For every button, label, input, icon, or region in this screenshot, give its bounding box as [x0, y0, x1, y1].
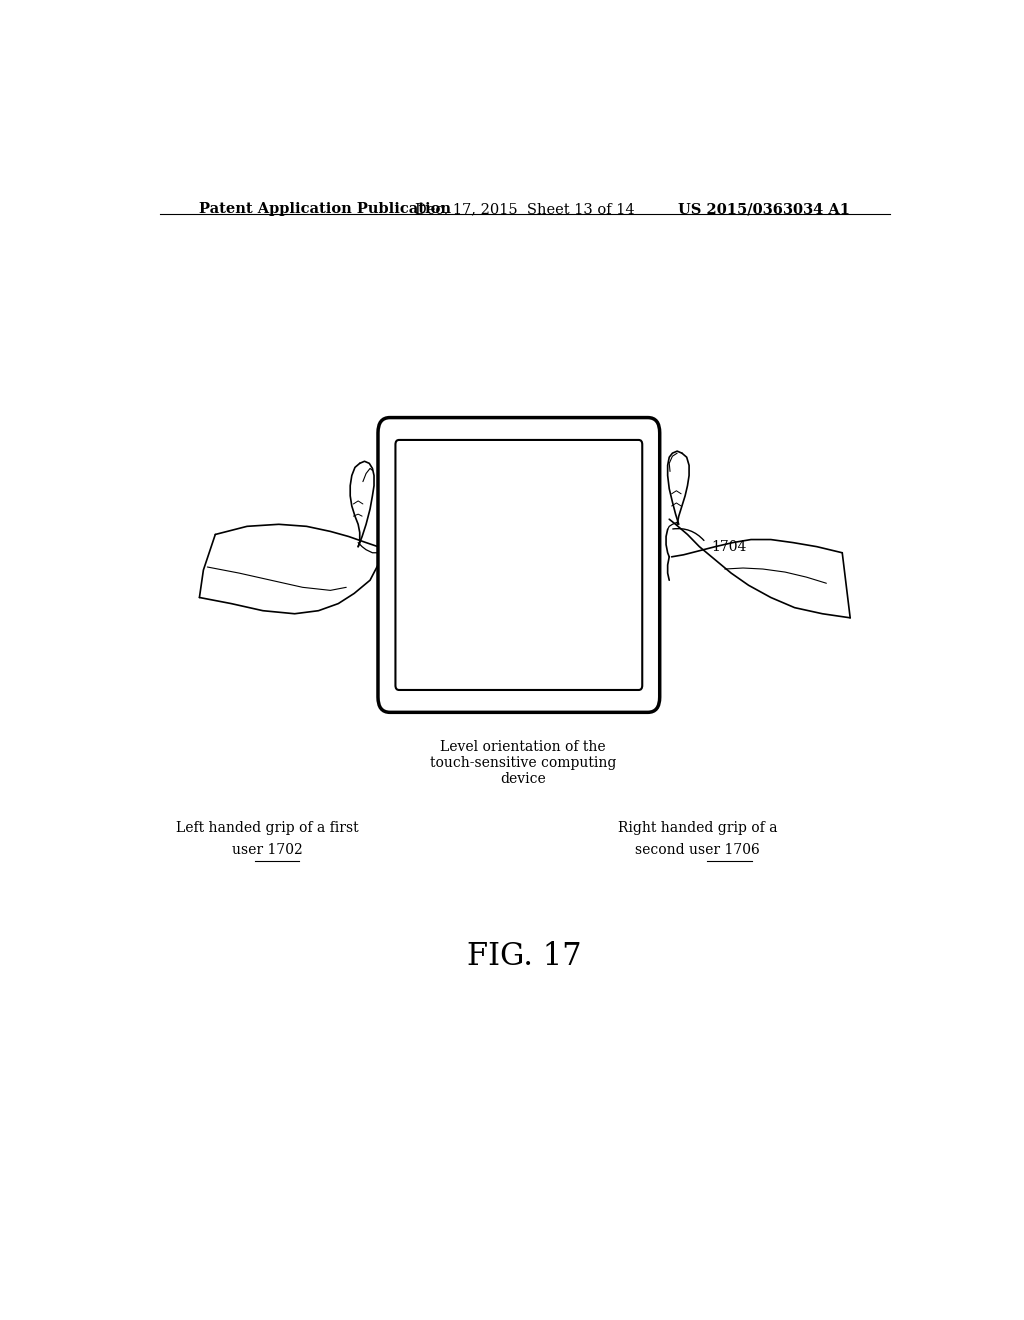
Text: second user 1706: second user 1706 [636, 843, 760, 858]
Text: FIG. 17: FIG. 17 [468, 941, 582, 972]
FancyBboxPatch shape [395, 440, 642, 690]
Text: Patent Application Publication: Patent Application Publication [200, 202, 452, 216]
Text: user 1702: user 1702 [231, 843, 302, 858]
FancyBboxPatch shape [378, 417, 659, 713]
Text: US 2015/0363034 A1: US 2015/0363034 A1 [678, 202, 850, 216]
Text: Level orientation of the
touch-sensitive computing
device: Level orientation of the touch-sensitive… [430, 739, 616, 787]
Text: Dec. 17, 2015  Sheet 13 of 14: Dec. 17, 2015 Sheet 13 of 14 [415, 202, 635, 216]
Text: Left handed grip of a first: Left handed grip of a first [175, 821, 358, 836]
Text: Right handed grip of a: Right handed grip of a [618, 821, 777, 836]
Text: 1704: 1704 [712, 540, 746, 553]
